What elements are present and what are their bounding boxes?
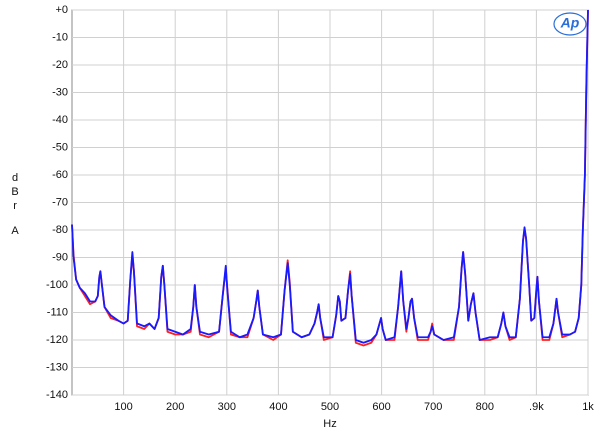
x-tick-label: 500 xyxy=(321,401,339,413)
y-tick-label: -130 xyxy=(46,361,68,373)
y-tick-label: -40 xyxy=(52,114,68,126)
x-tick-label: 800 xyxy=(476,401,494,413)
x-tick-label: 200 xyxy=(166,401,184,413)
y-tick-label: -20 xyxy=(52,59,68,71)
y-tick-label: +0 xyxy=(55,4,68,16)
y-tick-label: -80 xyxy=(52,224,68,236)
x-axis-label: Hz xyxy=(323,418,336,430)
x-tick-label: 600 xyxy=(372,401,390,413)
x-tick-label: 400 xyxy=(269,401,287,413)
y-tick-label: -50 xyxy=(52,141,68,153)
y-axis-label: dBr xyxy=(9,172,21,214)
logo-oval xyxy=(553,12,587,36)
x-tick-label: .9k xyxy=(529,401,544,413)
series-line xyxy=(71,9,589,344)
y-tick-label: -90 xyxy=(52,251,68,263)
x-tick-label: 100 xyxy=(114,401,132,413)
y-tick-label: -30 xyxy=(52,86,68,98)
x-tick-label: 300 xyxy=(218,401,236,413)
y-tick-label: -140 xyxy=(46,389,68,401)
y-tick-label: -60 xyxy=(52,169,68,181)
y-axis-unit: A xyxy=(11,225,19,237)
y-tick-label: -110 xyxy=(47,306,68,318)
y-tick-label: -70 xyxy=(52,196,68,208)
x-tick-label: 700 xyxy=(424,401,442,413)
x-tick-label: 1k xyxy=(582,401,594,413)
y-tick-label: -120 xyxy=(46,334,68,346)
y-tick-label: -100 xyxy=(46,279,68,291)
y-tick-label: -10 xyxy=(52,31,68,43)
logo: Ap xyxy=(560,15,580,31)
